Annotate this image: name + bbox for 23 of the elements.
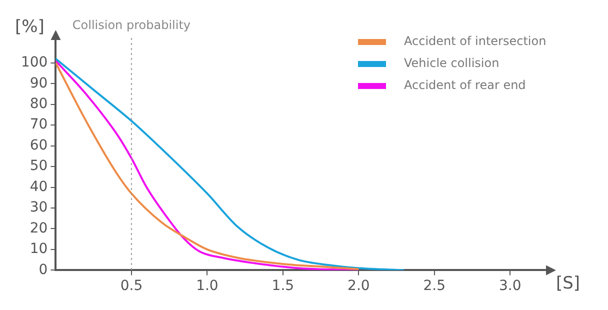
y-tick-label: 90 [30, 75, 48, 92]
y-tick-label: 100 [20, 54, 48, 71]
y-tick-label: 10 [30, 241, 48, 258]
legend-label: Accident of intersection [404, 34, 546, 48]
y-tick-label: 20 [30, 220, 48, 236]
y-tick-label: 60 [30, 137, 48, 154]
y-tick-label: 0 [38, 262, 48, 278]
x-tick-label: 1.5 [272, 278, 294, 294]
x-tick-label: 0.5 [120, 278, 143, 294]
x-axis-title: [S] [556, 274, 580, 294]
y-tick-label: 50 [30, 158, 48, 174]
ref-line-label: Collision probability [72, 18, 191, 32]
y-tick-label: 30 [30, 200, 48, 216]
y-axis-title: [%] [15, 16, 44, 37]
x-tick-label: 3.0 [499, 278, 522, 294]
x-tick-label: 2.0 [348, 278, 370, 294]
y-tick-label: 40 [30, 178, 48, 195]
y-tick-label: 80 [30, 96, 48, 112]
x-tick-label: 2.5 [423, 278, 446, 294]
x-tick-label: 1.0 [196, 278, 218, 294]
legend-label: Accident of rear end [404, 78, 526, 92]
legend-label: Vehicle collision [404, 56, 500, 70]
y-tick-label: 70 [30, 116, 48, 133]
